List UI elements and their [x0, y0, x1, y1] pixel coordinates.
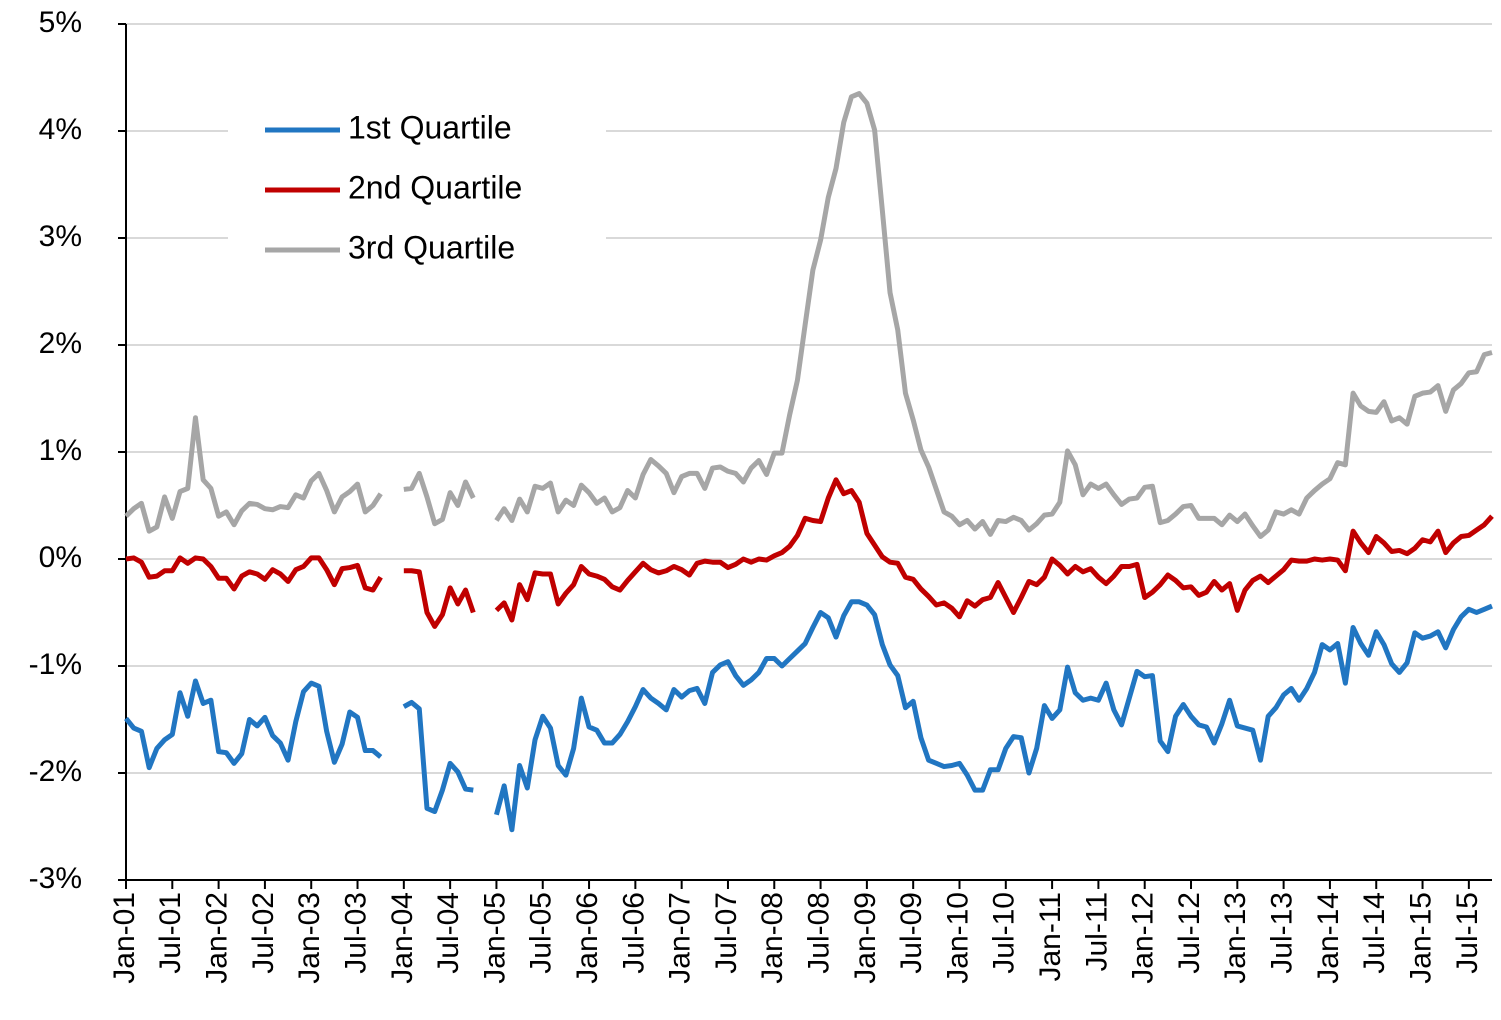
- y-tick-label: -2%: [29, 755, 82, 788]
- x-tick-label: Jan-11: [1034, 892, 1067, 982]
- y-tick-label: 5%: [39, 6, 82, 39]
- x-tick-label: Jan-14: [1312, 892, 1345, 984]
- y-tick-label: 0%: [39, 541, 82, 574]
- x-tick-label: Jan-01: [108, 892, 141, 984]
- x-tick-label: Jan-02: [201, 892, 234, 984]
- x-tick-label: Jul-03: [339, 892, 372, 974]
- x-tick-label: Jan-07: [664, 892, 697, 984]
- x-tick-label: Jan-15: [1404, 892, 1437, 984]
- x-tick-label: Jul-05: [525, 892, 558, 974]
- x-tick-label: Jul-06: [617, 892, 650, 974]
- x-tick-label: Jan-04: [386, 892, 419, 984]
- series-line: [124, 91, 1493, 540]
- series-line: [124, 599, 1493, 833]
- x-tick-label: Jul-07: [710, 892, 743, 974]
- x-tick-label: Jul-08: [802, 892, 835, 974]
- x-tick-label: Jan-06: [571, 892, 604, 984]
- x-tick-label: Jul-15: [1451, 892, 1484, 974]
- y-tick-label: 4%: [39, 113, 82, 146]
- x-tick-label: Jul-01: [154, 892, 187, 974]
- x-tick-label: Jul-10: [988, 892, 1021, 974]
- x-tick-label: Jan-03: [293, 892, 326, 984]
- x-tick-label: Jul-02: [247, 892, 280, 974]
- y-tick-label: 2%: [39, 327, 82, 360]
- y-tick-label: -1%: [29, 648, 82, 681]
- legend-label: 3rd Quartile: [348, 229, 515, 265]
- x-tick-label: Jan-09: [849, 892, 882, 984]
- y-tick-label: 1%: [39, 434, 82, 467]
- x-tick-label: Jul-12: [1173, 892, 1206, 974]
- x-tick-label: Jan-10: [941, 892, 974, 984]
- x-tick-label: Jul-13: [1266, 892, 1299, 974]
- legend-label: 1st Quartile: [348, 109, 512, 145]
- x-tick-label: Jan-08: [756, 892, 789, 984]
- x-tick-label: Jul-14: [1358, 892, 1391, 974]
- x-tick-label: Jan-05: [478, 892, 511, 984]
- x-tick-label: Jan-12: [1127, 892, 1160, 984]
- legend-label: 2nd Quartile: [348, 169, 522, 205]
- series-line: [125, 477, 1494, 629]
- y-tick-label: 3%: [39, 220, 82, 253]
- x-tick-label: Jul-09: [895, 892, 928, 974]
- x-tick-label: Jul-11: [1080, 892, 1113, 971]
- x-tick-label: Jan-13: [1219, 892, 1252, 984]
- y-tick-label: -3%: [29, 862, 82, 895]
- x-tick-label: Jul-04: [432, 892, 465, 974]
